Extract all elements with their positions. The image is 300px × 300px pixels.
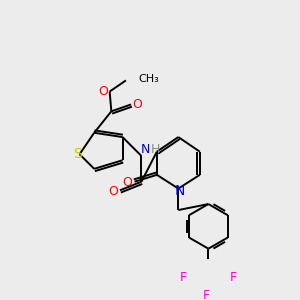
Text: CH₃: CH₃ (138, 74, 159, 84)
Text: O: O (132, 98, 142, 111)
Text: O: O (108, 185, 118, 198)
Text: H: H (151, 143, 160, 156)
Text: N: N (175, 184, 185, 198)
Text: O: O (123, 176, 133, 189)
Text: N: N (141, 143, 150, 156)
Text: F: F (180, 271, 187, 284)
Text: O: O (99, 85, 109, 98)
Text: S: S (73, 147, 81, 161)
Text: F: F (230, 271, 237, 284)
Text: F: F (203, 290, 210, 300)
